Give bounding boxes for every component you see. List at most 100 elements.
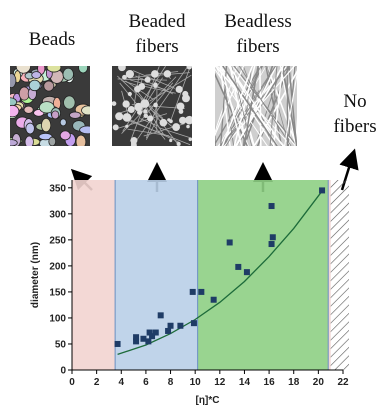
fiber <box>231 66 296 146</box>
bead <box>167 118 171 122</box>
data-point <box>114 340 121 347</box>
data-point <box>133 338 140 345</box>
bead <box>176 102 185 111</box>
bead <box>178 109 184 114</box>
bead <box>46 66 62 73</box>
y-tick-label: 350 <box>49 183 66 194</box>
x-tick-label: 2 <box>94 377 100 388</box>
fiber <box>169 66 191 123</box>
region <box>72 180 116 370</box>
fiber <box>119 116 191 146</box>
bead <box>125 124 129 128</box>
fiber <box>140 118 159 127</box>
texture <box>112 66 192 146</box>
micrograph <box>112 66 192 146</box>
bead <box>78 66 89 74</box>
bead <box>43 80 55 92</box>
fiber <box>269 66 278 146</box>
bead <box>151 70 159 78</box>
bead <box>81 105 90 116</box>
label: Beaded <box>129 11 186 32</box>
bead <box>175 85 183 93</box>
label: Beadless <box>224 11 292 32</box>
fiber <box>221 66 254 146</box>
bead <box>172 123 181 131</box>
fiber <box>146 107 157 139</box>
bead <box>121 66 126 71</box>
fiber <box>253 70 297 146</box>
y-tick-label: 200 <box>49 261 66 272</box>
fiber <box>288 66 297 146</box>
bead <box>112 124 119 131</box>
data-point <box>235 263 242 270</box>
fit-line <box>117 187 326 356</box>
data-point <box>210 296 217 303</box>
fiber <box>146 117 159 140</box>
bead <box>140 99 150 108</box>
label: fibers <box>333 116 376 137</box>
fiber <box>233 66 256 146</box>
bead <box>147 115 154 122</box>
fiber <box>215 72 249 146</box>
data-point <box>146 329 153 336</box>
label: Beads <box>29 29 75 50</box>
bead <box>10 104 20 118</box>
bead <box>79 125 90 135</box>
bead <box>186 124 190 129</box>
x-tick-label: 14 <box>239 377 251 388</box>
bead <box>10 73 17 89</box>
x-tick-label: 22 <box>337 377 349 388</box>
bead <box>169 138 173 143</box>
region <box>328 180 331 370</box>
bead <box>38 132 53 141</box>
bead <box>153 102 158 108</box>
bead <box>122 100 130 108</box>
bead <box>31 71 42 79</box>
bead <box>15 66 31 74</box>
bead <box>10 139 18 146</box>
bead <box>41 117 52 133</box>
x-axis-label: [η]*C <box>196 395 220 406</box>
bead <box>138 83 146 90</box>
texture <box>215 66 297 146</box>
y-axis-label: diameter (nm) <box>30 242 41 308</box>
fiber <box>228 66 284 146</box>
y-tick-label: 150 <box>49 287 66 298</box>
data-point <box>149 333 156 340</box>
bead <box>182 90 189 98</box>
bead <box>125 69 135 79</box>
bead <box>122 74 127 80</box>
bead <box>28 79 41 92</box>
data-point <box>198 288 205 295</box>
x-tick-label: 0 <box>69 377 75 388</box>
bead <box>38 101 55 114</box>
bead <box>127 105 135 114</box>
label: No <box>343 91 366 112</box>
bead <box>185 115 192 125</box>
data-point <box>226 239 233 246</box>
data-point <box>177 322 184 329</box>
x-tick-label: 12 <box>214 377 226 388</box>
fiber <box>259 66 262 146</box>
x-tick-label: 20 <box>313 377 325 388</box>
bead <box>115 112 124 121</box>
bead <box>179 116 187 125</box>
bead <box>23 105 34 114</box>
y-tick-label: 250 <box>49 235 66 246</box>
fiber <box>158 127 190 138</box>
data-point <box>189 288 196 295</box>
x-tick-label: 10 <box>190 377 202 388</box>
fiber <box>215 121 216 146</box>
fiber <box>145 71 179 76</box>
data-point <box>268 203 275 210</box>
fiber <box>136 66 189 141</box>
bead <box>153 84 158 88</box>
bead <box>48 136 57 146</box>
data-point <box>167 322 174 329</box>
bead <box>51 110 60 120</box>
data-point <box>152 329 159 336</box>
x-tick-label: 8 <box>168 377 174 388</box>
bead <box>25 122 35 135</box>
bead <box>188 137 192 142</box>
bead <box>122 113 132 122</box>
